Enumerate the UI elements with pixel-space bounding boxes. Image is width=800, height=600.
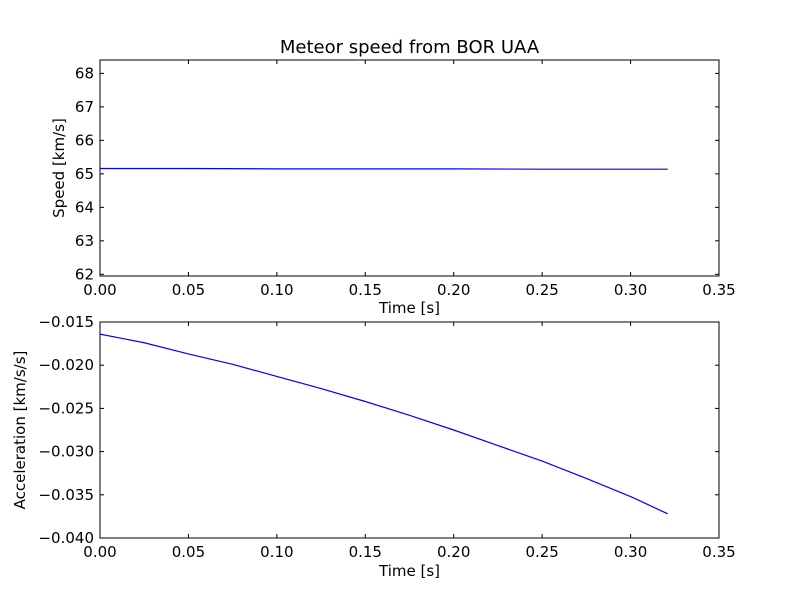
x-tick-label: 0.10 xyxy=(260,281,293,299)
y-tick-label: −0.035 xyxy=(38,486,94,504)
y-axis-label: Acceleration [km/s/s] xyxy=(11,351,29,510)
y-tick-label: 62 xyxy=(75,265,94,283)
x-axis-label: Time [s] xyxy=(378,299,440,317)
y-tick-label: 68 xyxy=(75,64,94,82)
x-tick-label: 0.15 xyxy=(349,281,382,299)
y-tick-label: −0.025 xyxy=(38,399,94,417)
x-tick-label: 0.30 xyxy=(614,543,647,561)
x-axis-label: Time [s] xyxy=(378,562,440,580)
y-axis-label: Speed [km/s] xyxy=(50,118,68,218)
y-tick-label: 66 xyxy=(75,131,94,149)
y-tick-label: 63 xyxy=(75,232,94,250)
x-tick-label: 0.00 xyxy=(83,543,116,561)
y-tick-label: 65 xyxy=(75,165,94,183)
x-tick-label: 0.15 xyxy=(349,543,382,561)
x-tick-label: 0.25 xyxy=(525,543,558,561)
x-tick-label: 0.20 xyxy=(437,543,470,561)
x-tick-label: 0.10 xyxy=(260,543,293,561)
chart-panel-speed: 0.00 0.05 0.10 0.15 0.20 0.25 0.30 0.35 62 63 64 65… xyxy=(50,37,736,317)
y-tick-label: −0.015 xyxy=(38,313,94,331)
x-tick-label: 0.00 xyxy=(83,281,116,299)
plots: 0.00 0.05 0.10 0.15 0.20 0.25 0.30 0.35 62 63 64 65… xyxy=(11,37,736,580)
plot-frame xyxy=(99,321,720,539)
x-tick-label: 0.35 xyxy=(702,281,735,299)
chart-title: Meteor speed from BOR UAA xyxy=(280,37,540,58)
y-tick-label: −0.030 xyxy=(38,443,94,461)
x-tick-label: 0.25 xyxy=(525,281,558,299)
series-line-acceleration xyxy=(99,333,668,515)
x-tick-label: 0.30 xyxy=(614,281,647,299)
chart-panel-acceleration: 0.00 0.05 0.10 0.15 0.20 0.25 0.30 0.35 −0.040 −0… xyxy=(11,313,736,580)
x-tick-label: 0.05 xyxy=(172,281,205,299)
y-tick-label: −0.040 xyxy=(38,529,94,547)
y-tick-label: 67 xyxy=(75,98,94,116)
y-tick-label: 64 xyxy=(75,198,94,216)
x-tick-label: 0.05 xyxy=(172,543,205,561)
x-tick-label: 0.35 xyxy=(702,543,735,561)
x-tick-label: 0.20 xyxy=(437,281,470,299)
series-line-speed xyxy=(100,167,668,170)
y-tick-label: −0.020 xyxy=(38,356,94,374)
